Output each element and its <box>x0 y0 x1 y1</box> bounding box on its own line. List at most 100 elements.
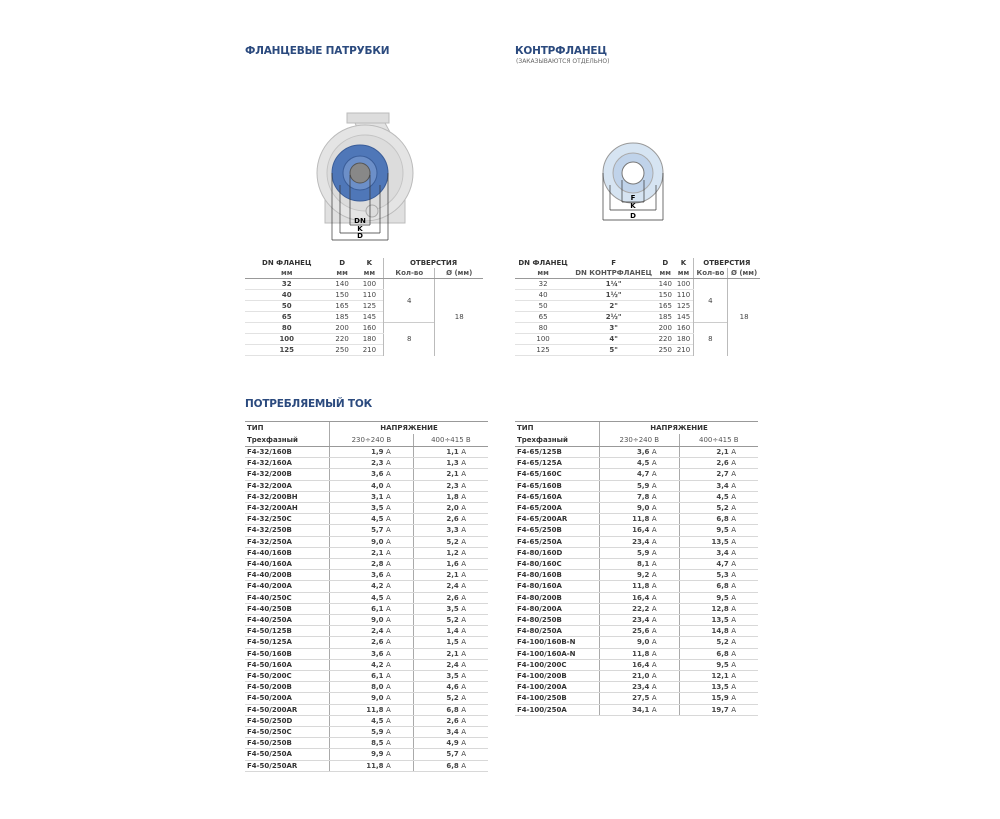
current-value: 5,3 <box>716 571 729 580</box>
table-row: F4-80/250A 25,6 A 14,8 A <box>515 625 758 638</box>
cell-f: 5" <box>571 344 657 356</box>
unit: A <box>731 481 736 490</box>
current-value: 1,5 <box>446 638 459 647</box>
table-row: F4-32/200A 4,0 A 2,3 A <box>245 480 488 492</box>
subheader: мм <box>245 268 329 279</box>
cell-type: F4-50/125B <box>245 625 330 638</box>
current-value: 1,8 <box>446 492 459 501</box>
cell-current: 1,5 A <box>412 636 488 649</box>
cell-type: F4-100/160B-N <box>515 636 600 649</box>
cell-current: 5,9 A <box>599 546 680 560</box>
unit: A <box>386 672 391 681</box>
cell-current: 2,4 A <box>412 659 488 672</box>
cell-d: 165 <box>656 300 675 312</box>
unit: A <box>461 705 466 714</box>
unit: A <box>651 582 657 591</box>
cell-current: 12,1 A <box>678 670 758 683</box>
counterflange-diagram: F K D <box>602 142 664 221</box>
unit: A <box>731 448 736 456</box>
unit: A <box>651 548 657 557</box>
unit: A <box>461 481 466 490</box>
header: K <box>680 259 687 267</box>
unit: A <box>461 716 466 725</box>
table-row: F4-50/160B 3,6 A 2,1 A <box>245 647 488 660</box>
current-value: 3,4 <box>716 481 729 490</box>
current-value: 1,6 <box>446 560 459 569</box>
unit: A <box>461 537 466 546</box>
cell-type: F4-32/200AH <box>245 502 330 515</box>
unit: A <box>386 694 391 703</box>
cell-type: F4-80/200B <box>515 591 600 604</box>
current-value: 2,4 <box>371 627 384 636</box>
cell-current: 12,8 A <box>678 603 758 616</box>
unit: A <box>386 761 391 770</box>
col-v1: 230÷240 В <box>329 434 414 447</box>
current-value: 5,9 <box>637 481 650 490</box>
current-value: 5,9 <box>637 548 650 557</box>
cell-k: 210 <box>674 344 694 356</box>
subheader: мм <box>515 268 572 279</box>
table-row: 40 150 110 <box>245 289 483 301</box>
cell-type: F4-65/160C <box>515 468 600 481</box>
cell-current: 2,1 A <box>329 546 414 560</box>
cell-type: F4-80/160C <box>515 558 600 571</box>
current-value: 15,9 <box>711 694 729 703</box>
cell-current: 2,3 A <box>412 480 488 492</box>
current-title: ПОТРЕБЛЯЕМЫЙ ТОК <box>245 398 372 410</box>
d-label: D <box>630 212 636 220</box>
unit: A <box>651 627 657 636</box>
current-value: 4,5 <box>716 492 729 501</box>
table-row: F4-50/200C 6,1 A 3,5 A <box>245 670 488 683</box>
cell-current: 1,4 A <box>412 625 488 638</box>
current-table-left: ТИП НАПРЯЖЕНИЕ Трехфазный 230÷240 В 400÷415… <box>245 421 488 772</box>
unit: A <box>651 571 657 580</box>
current-value: 3,5 <box>446 604 459 613</box>
cell-current: 5,9 A <box>599 480 680 492</box>
table-row: F4-100/250B 27,5 A 15,9 A <box>515 692 758 705</box>
cell-d: 150 <box>656 289 675 301</box>
header: F <box>611 259 617 267</box>
current-value: 5,2 <box>446 616 459 625</box>
cell-current: 8,5 A <box>329 737 414 750</box>
cell-current: 15,9 A <box>678 692 758 705</box>
table-row: F4-50/160A 4,2 A 2,4 A <box>245 659 488 672</box>
cell-type: F4-65/125A <box>515 457 600 470</box>
current-value: 16,4 <box>632 593 650 602</box>
unit: A <box>651 448 657 456</box>
unit: A <box>731 537 736 546</box>
table-row: F4-40/160B 2,1 A 1,2 A <box>245 546 488 560</box>
counterflange-title: КОНТРФЛАНЕЦ <box>515 45 607 57</box>
cell-dn: 40 <box>245 289 329 301</box>
current-value: 2,6 <box>446 515 459 524</box>
table-row: F4-40/250C 4,5 A 2,6 A <box>245 591 488 604</box>
cell-current: 2,6 A <box>329 636 414 649</box>
dn-label: DN <box>354 217 366 225</box>
cell-current: 13,5 A <box>678 614 758 627</box>
unit: A <box>731 593 736 602</box>
unit: A <box>461 593 466 602</box>
current-value: 4,9 <box>446 739 459 748</box>
unit: A <box>386 470 391 479</box>
cell-current: 5,2 A <box>412 536 488 548</box>
unit: A <box>386 728 391 737</box>
current-value: 2,4 <box>446 660 459 669</box>
col-v1: 230÷240 В <box>599 434 680 447</box>
cell-current: 5,2 A <box>412 614 488 627</box>
cell-current: 6,1 A <box>329 670 414 683</box>
current-value: 23,4 <box>632 537 650 546</box>
current-value: 6,8 <box>716 582 729 591</box>
subheader: Ø (мм) <box>727 268 760 279</box>
table-row: F4-100/160A-N 11,8 A 6,8 A <box>515 648 758 660</box>
unit: A <box>461 459 466 468</box>
unit: A <box>461 660 466 669</box>
cell-current: 9,0 A <box>329 536 414 548</box>
cell-type: F4-40/200B <box>245 569 330 582</box>
unit: A <box>461 627 466 636</box>
current-value: 13,5 <box>711 683 729 692</box>
cell-current: 5,3 A <box>678 569 758 582</box>
cell-type: F4-100/250B <box>515 692 600 705</box>
unit: A <box>461 470 466 479</box>
header: ОТВЕРСТИЯ <box>383 258 483 268</box>
cell-current: 4,5 A <box>329 513 414 526</box>
cell-f: 1¼" <box>571 278 657 290</box>
